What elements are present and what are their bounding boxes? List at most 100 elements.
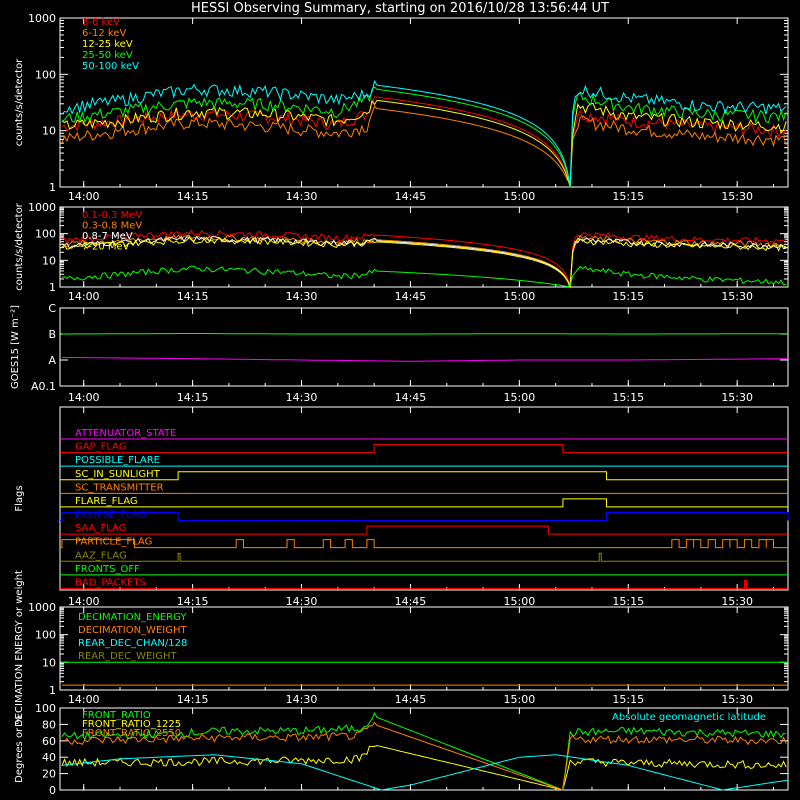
annotation-label: Absolute geomagnetic latitude xyxy=(612,712,766,723)
series-line xyxy=(61,745,787,791)
y-tick-label: C xyxy=(48,302,56,315)
legend-entry: FRONT_RATIO xyxy=(82,710,151,721)
x-tick-label: 14:15 xyxy=(177,290,209,303)
flag-line xyxy=(60,539,788,549)
x-tick-label: 15:00 xyxy=(504,693,536,706)
legend-entry: 0.8-7 MeV xyxy=(82,231,133,242)
legend-entry: 12-25 keV xyxy=(82,39,133,50)
y-tick-label: 80 xyxy=(42,718,56,731)
legend-entry: DECIMATION_WEIGHT xyxy=(78,625,187,636)
flag-label: FRONTS_OFF xyxy=(75,564,140,575)
legend-entry: REAR_DEC_WEIGHT xyxy=(78,651,177,662)
flag-line xyxy=(60,552,788,562)
legend-entry: 0.3-0.8 MeV xyxy=(82,221,142,232)
y-tick-label: 1 xyxy=(49,684,56,697)
y-tick-label: 100 xyxy=(35,629,56,642)
legend-entry: 7-20 MeV xyxy=(82,242,130,253)
flag-line xyxy=(60,471,788,481)
series-line xyxy=(61,265,787,288)
x-tick-label: 14:30 xyxy=(286,190,318,203)
y-tick-label: 0 xyxy=(49,784,56,797)
x-tick-label: 15:15 xyxy=(612,290,644,303)
flag-label: ECLIPSE_FLAG xyxy=(75,510,146,521)
legend-entry: REAR_DEC_CHAN/128 xyxy=(78,638,187,649)
y-tick-label: 1 xyxy=(49,181,56,194)
y-tick-label: A xyxy=(48,354,56,367)
x-tick-label: 15:30 xyxy=(721,190,753,203)
legend-entry: 3-6 keV xyxy=(82,17,120,28)
legend-entry: 6-12 keV xyxy=(82,28,126,39)
y-tick-label: 1000 xyxy=(28,12,56,25)
series-line xyxy=(61,237,787,289)
x-tick-label: 15:30 xyxy=(721,693,753,706)
legend-entry: FRONT_RATIO_2550 xyxy=(82,728,181,739)
x-tick-label: 14:45 xyxy=(395,693,427,706)
chart-title: HESSI Observing Summary, starting on 201… xyxy=(191,1,609,16)
x-tick-label: 15:30 xyxy=(721,290,753,303)
series-line xyxy=(61,105,787,183)
x-tick-label: 14:15 xyxy=(177,391,209,404)
flag-label: PARTICLE_FLAG xyxy=(75,537,152,548)
x-tick-label: 15:00 xyxy=(504,190,536,203)
flag-line xyxy=(60,444,788,454)
x-tick-label: 14:30 xyxy=(286,693,318,706)
series-line xyxy=(61,79,787,186)
y-tick-label: 10 xyxy=(42,254,56,267)
x-tick-label: 14:15 xyxy=(177,190,209,203)
y-axis-label: counts/s/detector xyxy=(14,202,25,290)
y-tick-label: 10 xyxy=(42,656,56,669)
x-tick-label: 14:00 xyxy=(68,595,100,608)
y-axis-label: counts/s/detector xyxy=(14,58,25,146)
panel-frame xyxy=(59,307,789,387)
y-axis-label: DECIMATION ENERGY or weight xyxy=(14,570,25,727)
y-tick-label: 1 xyxy=(49,281,56,294)
x-tick-label: 15:00 xyxy=(504,595,536,608)
flag-line xyxy=(60,525,788,535)
legend-entry: DECIMATION_ENERGY xyxy=(78,612,187,623)
series-line xyxy=(61,234,787,287)
x-tick-label: 15:15 xyxy=(612,190,644,203)
series-line xyxy=(61,235,787,288)
flag-line xyxy=(60,498,788,508)
panel-frame xyxy=(59,707,789,791)
x-tick-label: 14:45 xyxy=(395,290,427,303)
y-tick-label: 40 xyxy=(42,751,56,764)
x-tick-label: 14:00 xyxy=(68,290,100,303)
panel-ratio: Degrees or %020406080100FRONT_RATIOFRONT… xyxy=(14,702,789,797)
series-line xyxy=(61,229,787,288)
panel-flags: 14:00 14:15 14:30 14:45 15:00 15:15 15:30 Flags… xyxy=(14,406,789,608)
panel-frame xyxy=(59,17,789,188)
panel-decimation: 14:00 14:15 14:30 14:45 15:00 15:15 15:30 DECIM… xyxy=(14,570,789,727)
flag-label: SAA_FLAG xyxy=(75,523,126,534)
legend-entry: 0.1-0.3 MeV xyxy=(82,210,142,221)
y-tick-label: 20 xyxy=(42,768,56,781)
y-tick-label: 100 xyxy=(35,68,56,81)
series-line xyxy=(61,96,787,188)
series-line xyxy=(61,356,789,362)
flag-label: SC_TRANSMITTER xyxy=(75,482,164,493)
x-tick-label: 14:30 xyxy=(286,290,318,303)
flag-label: BAD_PACKETS xyxy=(75,577,146,588)
x-tick-label: 14:45 xyxy=(395,190,427,203)
y-axis-label: GOES15 [W m⁻²] xyxy=(10,305,21,389)
x-tick-label: 14:00 xyxy=(68,391,100,404)
y-tick-label: 60 xyxy=(42,735,56,748)
legend-entry: 25-50 keV xyxy=(82,50,133,61)
x-tick-label: 15:00 xyxy=(504,391,536,404)
y-axis-label: Degrees or % xyxy=(14,715,25,783)
series-line xyxy=(61,754,789,791)
flag-line xyxy=(60,512,789,521)
x-tick-label: 14:00 xyxy=(68,190,100,203)
panel-frame xyxy=(59,606,789,691)
y-tick-label: 1000 xyxy=(28,601,56,614)
x-tick-label: 14:30 xyxy=(286,391,318,404)
x-tick-label: 14:30 xyxy=(286,595,318,608)
panel-lowenergy: 14:00 14:15 14:30 14:45 15:00 15:15 15:30 count… xyxy=(14,12,789,203)
series-line xyxy=(61,86,787,188)
x-tick-label: 15:15 xyxy=(612,595,644,608)
series-line xyxy=(61,333,789,335)
flag-label: POSSIBLE_FLARE xyxy=(75,455,160,466)
y-tick-label: B xyxy=(48,328,56,341)
flag-label: ATTENUATOR_STATE xyxy=(75,428,176,439)
